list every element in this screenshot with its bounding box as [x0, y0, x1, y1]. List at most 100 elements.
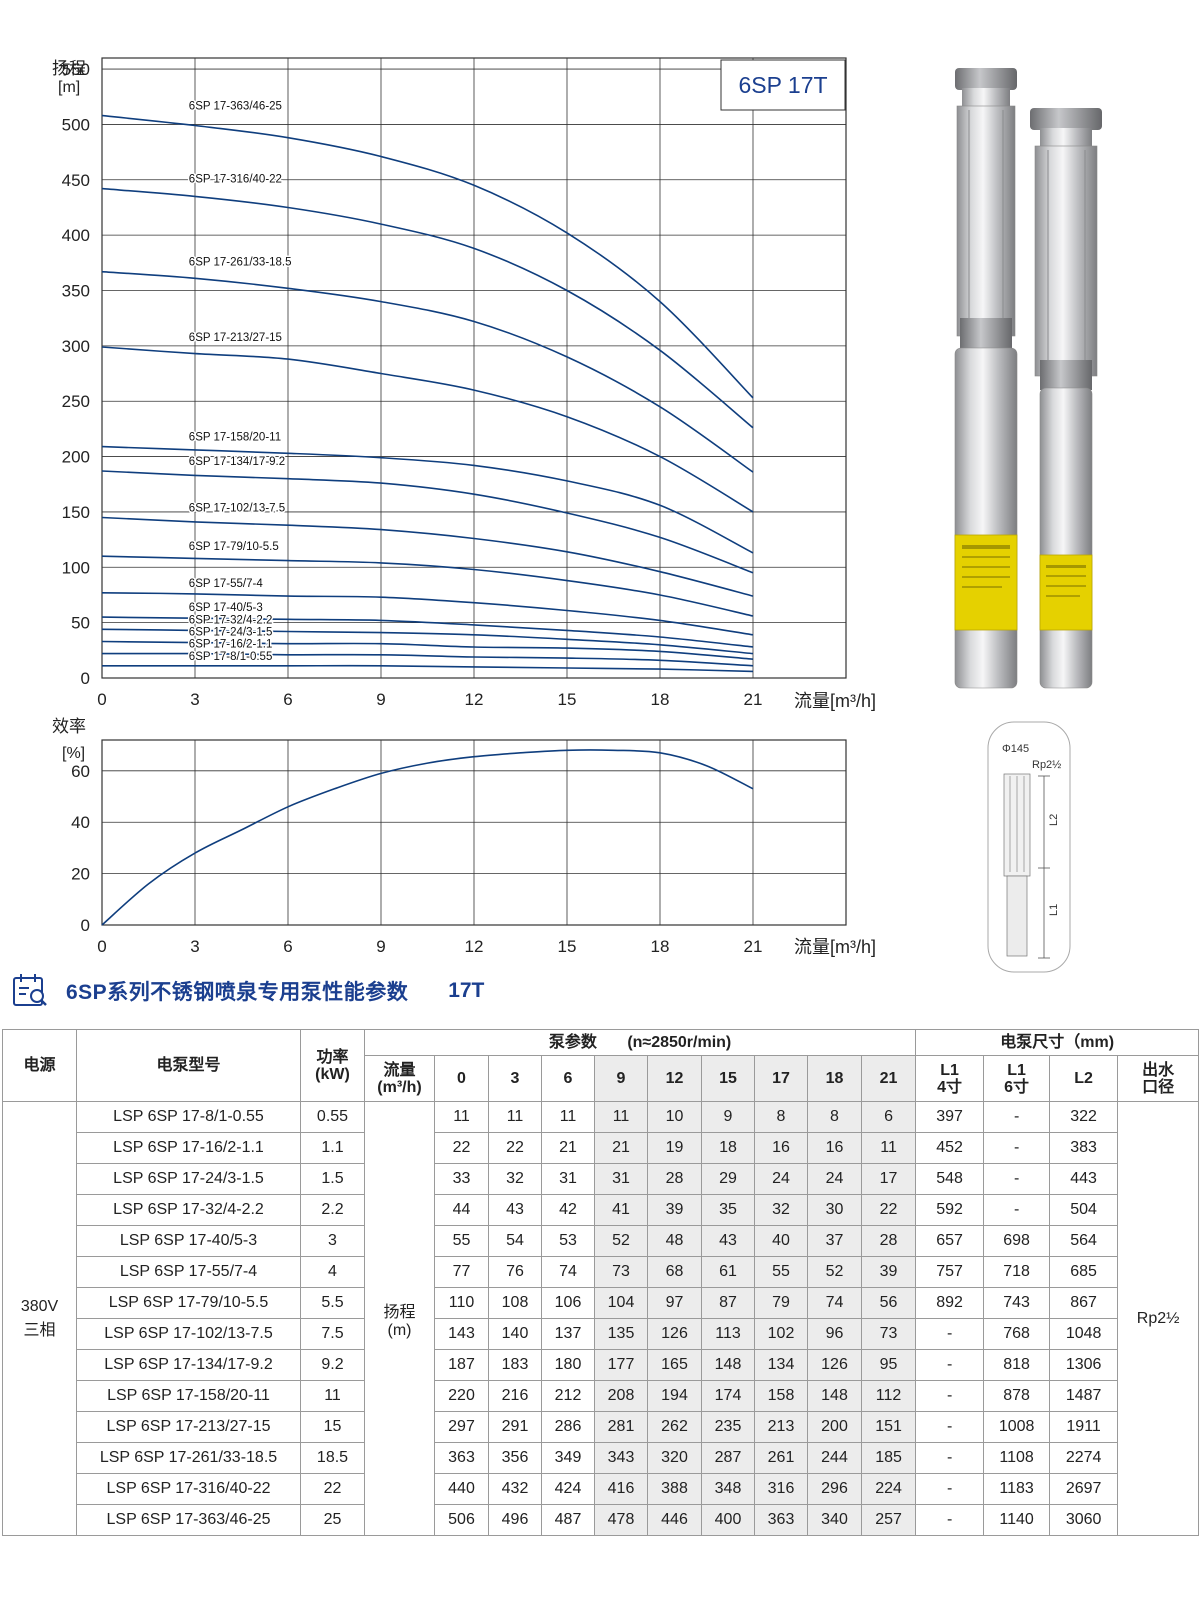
y-tick-label: 0 — [81, 669, 90, 688]
dim-l1-4in: - — [915, 1318, 985, 1350]
header-flow-value: 3 — [488, 1055, 542, 1102]
power-kw: 15 — [300, 1411, 365, 1443]
head-curve-series — [101, 187, 754, 429]
head-curve-series — [101, 555, 754, 617]
dim-l2-value: 322 — [1049, 1101, 1119, 1133]
power-supply: 380V 三相 — [2, 1101, 77, 1536]
head-value: 32 — [754, 1194, 808, 1226]
table-row: LSP 6SP 17-32/4-2.2 2.2 44 43 42 41 39 35 32 30 22… — [3, 1194, 1199, 1226]
header-power: 电源 — [2, 1029, 77, 1102]
head-value: 340 — [807, 1504, 862, 1536]
head-value: 35 — [701, 1194, 755, 1226]
head-value: 349 — [541, 1442, 595, 1474]
dim-l2-value: 1487 — [1049, 1380, 1119, 1412]
dim-l1-4in: 397 — [915, 1101, 985, 1133]
head-value: 400 — [701, 1504, 755, 1536]
header-flow-value: 6 — [541, 1055, 595, 1102]
table-row: LSP 6SP 17-158/20-11 11 220 216 212 208 194 174… — [3, 1380, 1199, 1412]
head-value: 224 — [860, 1473, 917, 1505]
head-value: 8 — [754, 1101, 808, 1133]
head-curve-series — [101, 640, 754, 660]
x-tick-label: 15 — [558, 690, 577, 709]
head-label: 扬程 (m) — [364, 1101, 435, 1536]
head-value: 54 — [488, 1225, 542, 1257]
head-value: 496 — [488, 1504, 542, 1536]
head-value: 143 — [434, 1318, 489, 1350]
head-value: 52 — [807, 1256, 862, 1288]
dim-l1-6in: 818 — [983, 1349, 1051, 1381]
x-tick-label: 9 — [376, 937, 385, 956]
dim-l1-4in: - — [915, 1349, 985, 1381]
x-tick-label: 9 — [376, 690, 385, 709]
head-value: 73 — [594, 1256, 648, 1288]
head-value: 42 — [541, 1194, 595, 1226]
y-tick-label: 400 — [62, 226, 90, 245]
x-tick-label: 6 — [283, 690, 292, 709]
pump-model: LSP 6SP 17-134/17-9.2 — [76, 1349, 301, 1381]
head-x-ticks: 0 3 6 9 12 15 18 21 — [97, 690, 762, 709]
dim-diameter: Φ145 — [1002, 743, 1029, 755]
head-value: 134 — [754, 1349, 808, 1381]
section-title: 6SP系列不锈钢喷泉专用泵性能参数 — [66, 981, 409, 1004]
pump-model: LSP 6SP 17-316/40-22 — [76, 1473, 301, 1505]
head-value: 348 — [701, 1473, 755, 1505]
head-value: 11 — [860, 1132, 917, 1164]
head-value: 257 — [860, 1504, 917, 1536]
x-tick-label: 3 — [190, 690, 199, 709]
efficiency-y-label: 效率 — [52, 717, 86, 736]
y-tick-label: 100 — [62, 558, 90, 577]
head-value: 52 — [594, 1225, 648, 1257]
head-value: 11 — [541, 1101, 595, 1133]
header-flow-value: 9 — [594, 1055, 648, 1102]
table-row: LSP 6SP 17-261/33-18.5 18.5 363 356 349 343 32… — [3, 1442, 1199, 1474]
head-value: 79 — [754, 1287, 808, 1319]
pump-model: LSP 6SP 17-40/5-3 — [76, 1225, 301, 1257]
head-value: 11 — [594, 1101, 648, 1133]
x-tick-label: 6 — [283, 937, 292, 956]
power-kw: 1.1 — [300, 1132, 365, 1164]
head-value: 30 — [807, 1194, 862, 1226]
y-tick-label: 250 — [62, 392, 90, 411]
table-row: LSP 6SP 17-363/46-25 25 506 496 487 478 446 400… — [3, 1504, 1199, 1536]
spec-sheet-icon — [13, 974, 47, 1006]
series-label: 6SP 17-32/4-2.2 — [189, 614, 273, 626]
efficiency-curve-chart: 0 20 40 60 0 3 6 9 12 15 18 21 效率 [%] 流量[m³/h] — [52, 717, 876, 957]
series-label: 6SP 17-40/5-3 — [189, 602, 263, 614]
efficiency-x-ticks: 0 3 6 9 12 15 18 21 — [97, 937, 762, 956]
head-value: 37 — [807, 1225, 862, 1257]
pump-model: LSP 6SP 17-55/7-4 — [76, 1256, 301, 1288]
table-row: LSP 6SP 17-134/17-9.2 9.2 187 183 180 177 165 1… — [3, 1349, 1199, 1381]
dim-l2-value: 504 — [1049, 1194, 1119, 1226]
head-value: 281 — [594, 1411, 648, 1443]
performance-table: 电源 电泵型号 功率 (kW) 泵参数 (n≈2850r/min) 电泵尺寸（m… — [2, 1029, 1200, 1536]
head-value: 180 — [541, 1349, 595, 1381]
dim-l1-6in: 1008 — [983, 1411, 1051, 1443]
dim-l2-value: 2274 — [1049, 1442, 1119, 1474]
head-value: 213 — [754, 1411, 808, 1443]
dim-l1-6in: 1108 — [983, 1442, 1051, 1474]
table-row: 380V 三相 LSP 6SP 17-8/1-0.55 0.55 扬程 (m) 11 11… — [2, 1101, 1200, 1536]
x-tick-label: 21 — [744, 690, 763, 709]
head-value: 363 — [754, 1504, 808, 1536]
head-value: 140 — [488, 1318, 542, 1350]
dim-l1-4in: - — [915, 1380, 985, 1412]
section-heading: 6SP系列不锈钢喷泉专用泵性能参数 17T — [12, 972, 484, 1010]
series-label: 6SP 17-55/7-4 — [189, 578, 264, 590]
power-kw: 5.5 — [300, 1287, 365, 1319]
dim-l1-6in: 1183 — [983, 1473, 1051, 1505]
head-value: 220 — [434, 1380, 489, 1412]
pump-model: LSP 6SP 17-213/27-15 — [76, 1411, 301, 1443]
head-value: 208 — [594, 1380, 648, 1412]
head-value: 216 — [488, 1380, 542, 1412]
header-flow-value: 21 — [860, 1055, 917, 1102]
head-value: 21 — [594, 1132, 648, 1164]
head-value: 77 — [434, 1256, 489, 1288]
x-tick-label: 18 — [651, 937, 670, 956]
head-value: 48 — [647, 1225, 702, 1257]
head-curve-series — [101, 346, 754, 513]
head-value: 68 — [647, 1256, 702, 1288]
dim-l2-value: 867 — [1049, 1287, 1119, 1319]
header-flow-value: 0 — [434, 1055, 489, 1102]
header-l2: L2 — [1049, 1055, 1119, 1102]
head-value: 187 — [434, 1349, 489, 1381]
